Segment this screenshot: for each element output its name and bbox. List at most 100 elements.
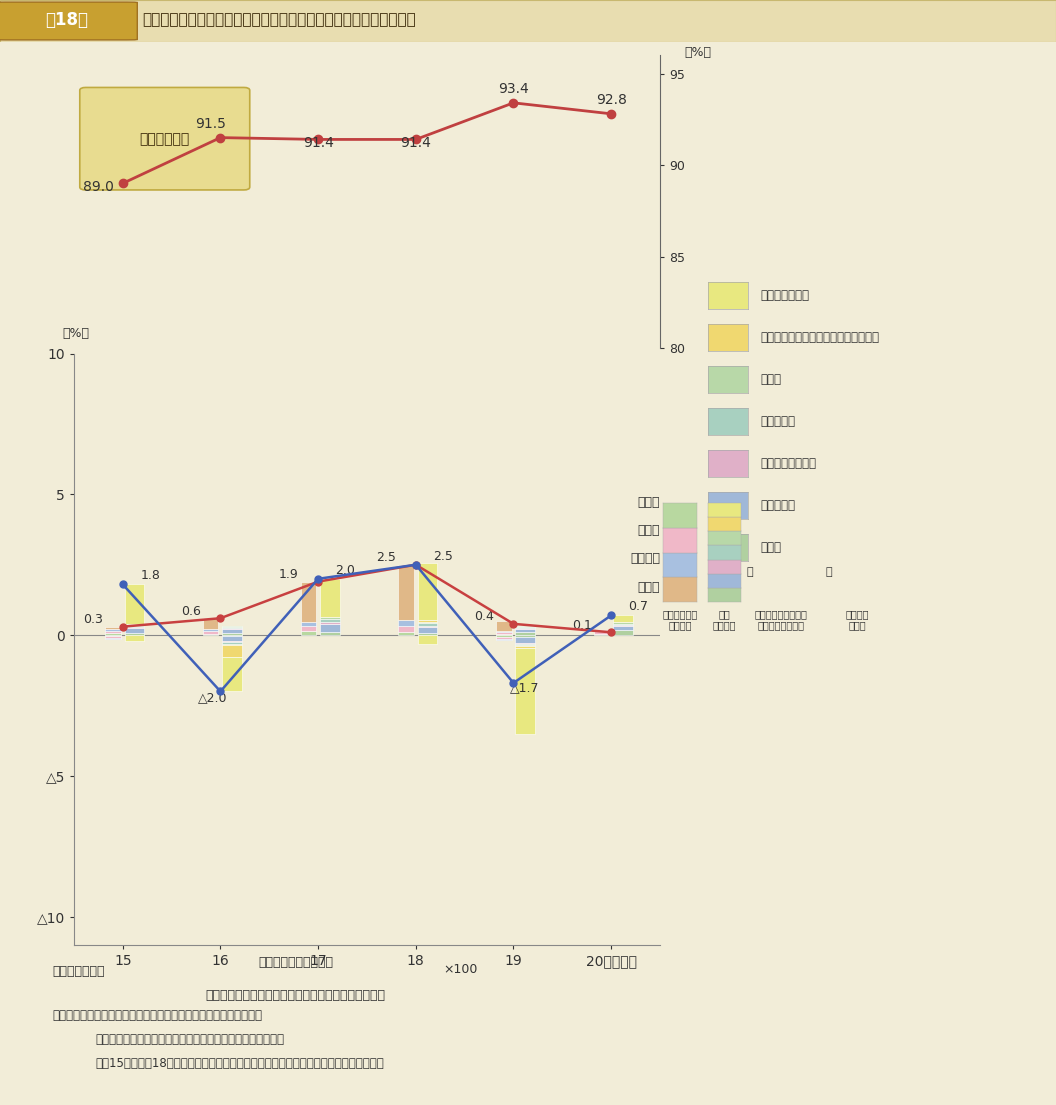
Bar	[301, 581, 316, 622]
Text: 91.4: 91.4	[303, 136, 334, 149]
Text: 経常収支比率＝: 経常収支比率＝	[53, 965, 106, 978]
Text: △2.0: △2.0	[197, 692, 227, 704]
Bar	[301, 625, 316, 631]
Bar	[614, 622, 633, 623]
Bar	[125, 625, 145, 627]
Text: 0.7: 0.7	[628, 600, 648, 613]
Text: 公債費: 公債費	[638, 524, 660, 537]
Bar	[515, 627, 535, 628]
Text: 0.4: 0.4	[474, 610, 494, 623]
Text: 普通交付税: 普通交付税	[760, 499, 795, 512]
Text: 補助費等: 補助費等	[630, 551, 660, 565]
Text: （注）　１　棒グラフの数値は、各年度の対前年度増減率である。: （注） １ 棒グラフの数値は、各年度の対前年度増減率である。	[53, 1009, 263, 1022]
Bar	[418, 625, 437, 628]
Text: 経常経費充当
一般財源: 経常経費充当 一般財源	[662, 609, 698, 631]
Bar	[125, 635, 145, 641]
Text: 経常一般財源＋減収補てん債特例分＋臨時財政対策債: 経常一般財源＋減収補てん債特例分＋臨時財政対策債	[206, 989, 385, 1002]
Text: 人件費: 人件費	[638, 581, 660, 594]
Bar	[223, 629, 242, 630]
Text: 減収補てん債特例分
（減税補てん債）: 減収補てん債特例分 （減税補てん債）	[755, 609, 808, 631]
Bar	[223, 644, 242, 657]
Text: （%）: （%）	[684, 46, 712, 59]
Bar	[515, 635, 535, 636]
Text: 91.4: 91.4	[400, 136, 431, 149]
Bar	[223, 630, 242, 633]
Bar	[106, 638, 120, 639]
Text: 2.0: 2.0	[336, 564, 356, 577]
Bar	[223, 627, 242, 628]
FancyBboxPatch shape	[0, 2, 137, 40]
Text: 91.5: 91.5	[195, 117, 226, 131]
Bar	[203, 629, 219, 631]
Text: 第18図: 第18図	[45, 11, 88, 29]
Text: 89.0: 89.0	[83, 180, 114, 194]
Text: 地方税: 地方税	[760, 541, 781, 554]
Bar	[496, 636, 511, 639]
Text: ×100: ×100	[444, 962, 478, 976]
Bar	[320, 617, 340, 619]
Bar	[223, 641, 242, 642]
Bar	[203, 618, 219, 629]
Bar	[320, 619, 340, 622]
Bar	[223, 643, 242, 644]
Bar	[418, 635, 437, 643]
Text: 1.8: 1.8	[140, 569, 161, 582]
Bar	[320, 579, 340, 617]
Bar	[515, 645, 535, 648]
Bar	[496, 639, 511, 640]
Text: 93.4: 93.4	[498, 83, 529, 96]
Text: その他: その他	[638, 496, 660, 509]
FancyBboxPatch shape	[80, 87, 250, 190]
Text: その他: その他	[760, 373, 781, 386]
Bar	[203, 634, 219, 635]
Bar	[398, 621, 414, 625]
Bar	[593, 631, 609, 634]
Text: 臨時財政対策債: 臨時財政対策債	[760, 290, 809, 302]
Bar	[320, 624, 340, 632]
Bar	[106, 627, 120, 629]
Bar	[106, 636, 120, 638]
Bar	[223, 635, 242, 636]
Bar	[418, 633, 437, 635]
Text: ３　15年度から18年度の減収補てん債特例分の増減率は減税補てん債の増減率である。: ３ 15年度から18年度の減収補てん債特例分の増減率は減税補てん債の増減率である…	[95, 1057, 383, 1071]
Bar	[301, 631, 316, 635]
Text: 地方特例交付金等: 地方特例交付金等	[760, 457, 816, 470]
Text: （%）: （%）	[62, 327, 89, 339]
Bar	[418, 623, 437, 625]
Bar	[125, 628, 145, 633]
Bar	[223, 636, 242, 641]
Text: 経常収支比率を構成する分子及び分母の増減状況（その１　合計）: 経常収支比率を構成する分子及び分母の増減状況（その１ 合計）	[143, 12, 416, 28]
Bar	[418, 620, 437, 622]
Bar	[398, 565, 414, 621]
Text: 1.9: 1.9	[279, 568, 299, 581]
Text: 経常経費充当一般財源: 経常経費充当一般財源	[258, 956, 334, 969]
Bar	[496, 632, 511, 634]
Bar	[398, 632, 414, 635]
Text: △1.7: △1.7	[510, 682, 540, 694]
Bar	[106, 633, 120, 635]
Text: 2.5: 2.5	[433, 549, 453, 562]
Bar	[496, 634, 511, 635]
Bar	[223, 642, 242, 643]
Bar	[398, 625, 414, 632]
Text: ２　経常収支比率の計算式はその２、その３において同じ。: ２ 経常収支比率の計算式はその２、その３において同じ。	[95, 1033, 284, 1046]
Bar	[515, 636, 535, 643]
Text: 0.1: 0.1	[572, 619, 591, 632]
Text: 臨時財政
対策債: 臨時財政 対策債	[846, 609, 869, 631]
Bar	[418, 564, 437, 620]
Text: 経常収支比率: 経常収支比率	[139, 131, 190, 146]
Bar	[106, 631, 120, 633]
Bar	[106, 629, 120, 631]
Text: 0.6: 0.6	[182, 604, 201, 618]
Bar	[515, 629, 535, 632]
Bar	[301, 622, 316, 625]
Text: 地方譲与税: 地方譲与税	[760, 415, 795, 428]
Bar	[320, 632, 340, 635]
Bar	[515, 628, 535, 629]
Text: ＋: ＋	[826, 567, 832, 578]
Bar	[496, 621, 511, 631]
Bar	[125, 585, 145, 624]
Bar	[203, 631, 219, 634]
Text: 減収補てん債特例分（減税補てん債）: 減収補てん債特例分（減税補てん債）	[760, 332, 880, 344]
Bar	[515, 625, 535, 627]
